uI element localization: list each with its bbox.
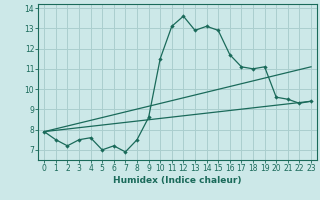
- X-axis label: Humidex (Indice chaleur): Humidex (Indice chaleur): [113, 176, 242, 185]
